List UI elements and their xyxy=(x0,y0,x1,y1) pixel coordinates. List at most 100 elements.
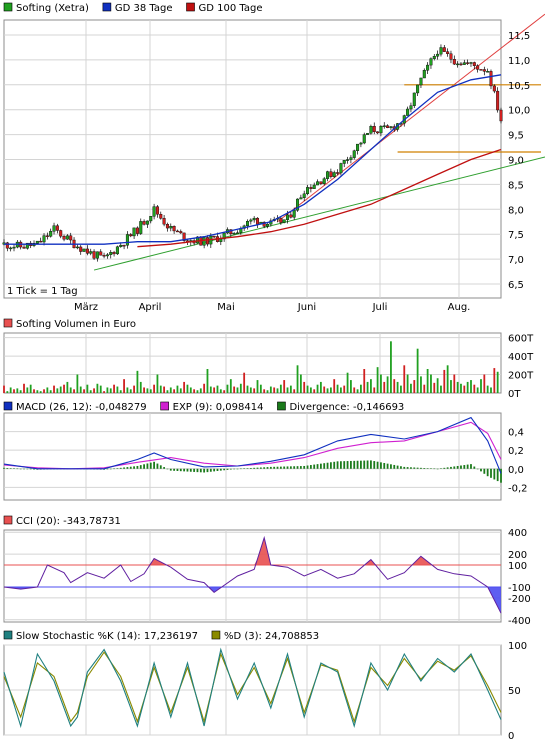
divergence-bar xyxy=(259,467,262,469)
volume-bar xyxy=(136,370,139,393)
stoch-y-tick-2: 0 xyxy=(508,731,514,742)
divergence-bar xyxy=(486,468,489,477)
divergence-bar xyxy=(383,463,386,469)
divergence-bar xyxy=(370,460,372,469)
candle-body xyxy=(162,218,166,225)
volume-bar xyxy=(346,372,349,393)
candle-body xyxy=(412,92,416,106)
candle-body xyxy=(472,62,476,66)
candle-body xyxy=(232,232,236,235)
volume-bar xyxy=(273,387,276,393)
candle-body xyxy=(289,214,293,218)
price-y-tick-8: 7,5 xyxy=(508,230,524,241)
volume-bar xyxy=(446,365,449,393)
candle-body xyxy=(436,53,440,57)
candle-body xyxy=(406,108,410,116)
volume-bar xyxy=(243,372,246,393)
divergence-bar xyxy=(126,467,129,469)
volume-bar xyxy=(133,385,135,393)
divergence-bar xyxy=(213,468,216,472)
volume-bar xyxy=(76,374,79,393)
cci-y-tick-4: -200 xyxy=(508,594,531,605)
candle-body xyxy=(85,248,89,254)
candle-body xyxy=(416,84,420,94)
volume-bar xyxy=(203,383,206,393)
candle-body xyxy=(105,254,109,257)
macd-y-tick-2: 0,0 xyxy=(508,465,524,476)
candle-body xyxy=(332,172,336,177)
volume-bar xyxy=(256,380,259,393)
candle-body xyxy=(266,223,270,227)
candle-body xyxy=(486,71,490,73)
volume-bar xyxy=(46,387,49,393)
divergence-bar xyxy=(306,465,309,469)
divergence-bar xyxy=(283,466,286,469)
volume-bar xyxy=(333,379,336,393)
volume-bar xyxy=(299,374,302,393)
volume-bar xyxy=(319,381,322,393)
divergence-bar xyxy=(453,466,456,469)
candle-body xyxy=(432,56,436,59)
candle-body xyxy=(312,184,316,189)
candle-body xyxy=(115,246,119,255)
stoch-legend-swatch-0 xyxy=(3,630,13,640)
divergence-bar xyxy=(396,465,399,469)
volume-bar xyxy=(363,369,366,393)
macd-legend-swatch-2 xyxy=(277,401,286,411)
macd-legend-label-2: Divergence: -0,146693 xyxy=(289,402,404,413)
volume-bar xyxy=(443,369,446,393)
cci-frame xyxy=(3,529,502,623)
volume-bar xyxy=(236,387,239,393)
volume-bar xyxy=(43,389,45,393)
volume-bar xyxy=(376,367,379,393)
divergence-bar xyxy=(216,468,219,471)
divergence-bar xyxy=(206,468,209,473)
volume-y-tick-2: 200T xyxy=(508,371,534,382)
candle-body xyxy=(446,51,450,54)
volume-bar xyxy=(209,386,212,393)
divergence-bar xyxy=(346,461,349,469)
divergence-bar xyxy=(376,461,379,469)
candle-body xyxy=(476,65,480,70)
volume-bar xyxy=(26,387,29,393)
cci-y-tick-0: 400 xyxy=(508,528,527,539)
divergence-bar xyxy=(336,461,339,469)
divergence-bar xyxy=(500,468,502,483)
volume-bar xyxy=(433,382,436,393)
volume-bar xyxy=(269,386,272,393)
divergence-bar xyxy=(323,463,326,469)
sma38-line xyxy=(4,74,502,245)
divergence-bar xyxy=(343,461,346,469)
candle-body xyxy=(489,71,493,87)
candle-body xyxy=(149,216,153,222)
divergence-bar xyxy=(33,468,35,470)
candle-body xyxy=(69,235,73,241)
candle-body xyxy=(142,221,146,225)
volume-bar xyxy=(69,387,72,393)
volume-bar xyxy=(349,380,352,393)
divergence-bar xyxy=(480,468,482,472)
volume-bar xyxy=(289,385,292,393)
candle-body xyxy=(55,225,59,231)
candle-body xyxy=(172,226,176,232)
divergence-bar xyxy=(293,466,296,469)
divergence-bar xyxy=(116,468,119,469)
volume-bar xyxy=(303,381,306,393)
candle-body xyxy=(102,254,106,257)
candle-body xyxy=(205,237,209,245)
volume-bar xyxy=(196,390,199,393)
volume-bar xyxy=(249,387,252,393)
volume-bar xyxy=(413,380,416,393)
candle-body xyxy=(306,187,310,195)
divergence-bar xyxy=(189,468,192,472)
volume-bar xyxy=(286,387,289,393)
volume-bar xyxy=(393,379,396,393)
volume-bar xyxy=(239,383,242,393)
volume-bar xyxy=(66,381,69,393)
candle-body xyxy=(5,242,9,249)
candle-body xyxy=(132,227,136,237)
divergence-bar xyxy=(236,468,239,470)
price-y-tick-10: 6,5 xyxy=(508,280,524,291)
divergence-bar xyxy=(179,468,182,472)
